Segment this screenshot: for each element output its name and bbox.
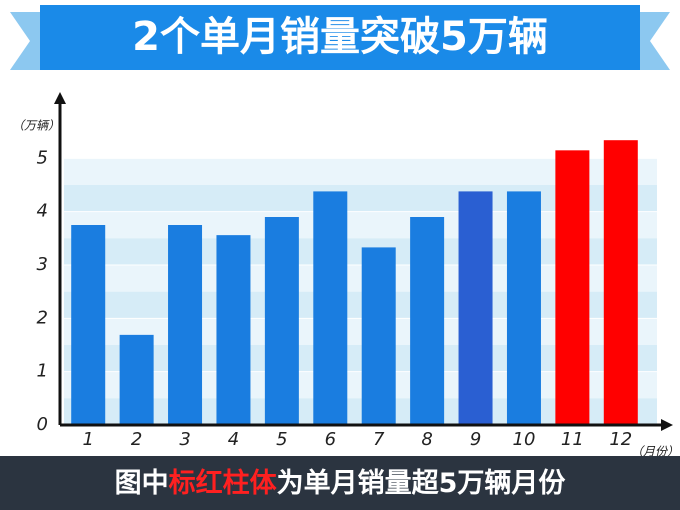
- y-tick-label: 0: [37, 414, 48, 435]
- bar: [555, 150, 590, 426]
- title-banner: [40, 5, 640, 70]
- x-tick-label: 2: [131, 429, 142, 450]
- bar: [168, 225, 203, 425]
- bar: [71, 225, 106, 425]
- x-tick-label: 6: [325, 429, 336, 450]
- x-tick-label: 4: [228, 429, 239, 450]
- bar: [119, 334, 154, 425]
- caption-highlight: 标红柱体: [169, 467, 278, 499]
- x-axis-arrow: [661, 419, 673, 431]
- x-tick-label: 10: [513, 429, 536, 450]
- bar: [313, 191, 348, 425]
- y-tick-label: 5: [37, 147, 48, 168]
- x-tick-label: 9: [470, 429, 481, 450]
- y-tick-label: 3: [37, 254, 48, 275]
- caption: 图中标红柱体为单月销量超5万辆月份: [115, 467, 566, 499]
- x-tick-label: 3: [179, 429, 190, 450]
- x-tick-label: 8: [421, 429, 432, 450]
- x-tick-label: 11: [561, 429, 584, 450]
- x-tick-label: 12: [609, 429, 632, 450]
- bar: [506, 191, 541, 425]
- caption-part: 图中: [115, 468, 169, 499]
- y-axis-label: （万辆）: [12, 119, 60, 133]
- bar: [603, 140, 638, 425]
- y-tick-label: 1: [37, 361, 48, 382]
- bar: [216, 235, 251, 425]
- x-tick-label: 7: [373, 429, 385, 450]
- bar: [458, 191, 493, 425]
- y-tick-label: 4: [37, 201, 48, 222]
- y-axis-arrow: [54, 92, 66, 104]
- x-tick-label: 5: [276, 429, 287, 450]
- chart-title: 2个单月销量突破5万辆: [132, 14, 548, 60]
- x-axis-label: （月份）: [631, 445, 679, 459]
- y-tick-label: 2: [37, 307, 48, 328]
- caption-part: 为单月销量超5万辆月份: [277, 468, 566, 499]
- x-tick-label: 1: [82, 429, 93, 450]
- bar: [264, 217, 299, 425]
- bar: [410, 217, 445, 425]
- bar: [361, 247, 396, 425]
- caption-bar: [0, 456, 680, 510]
